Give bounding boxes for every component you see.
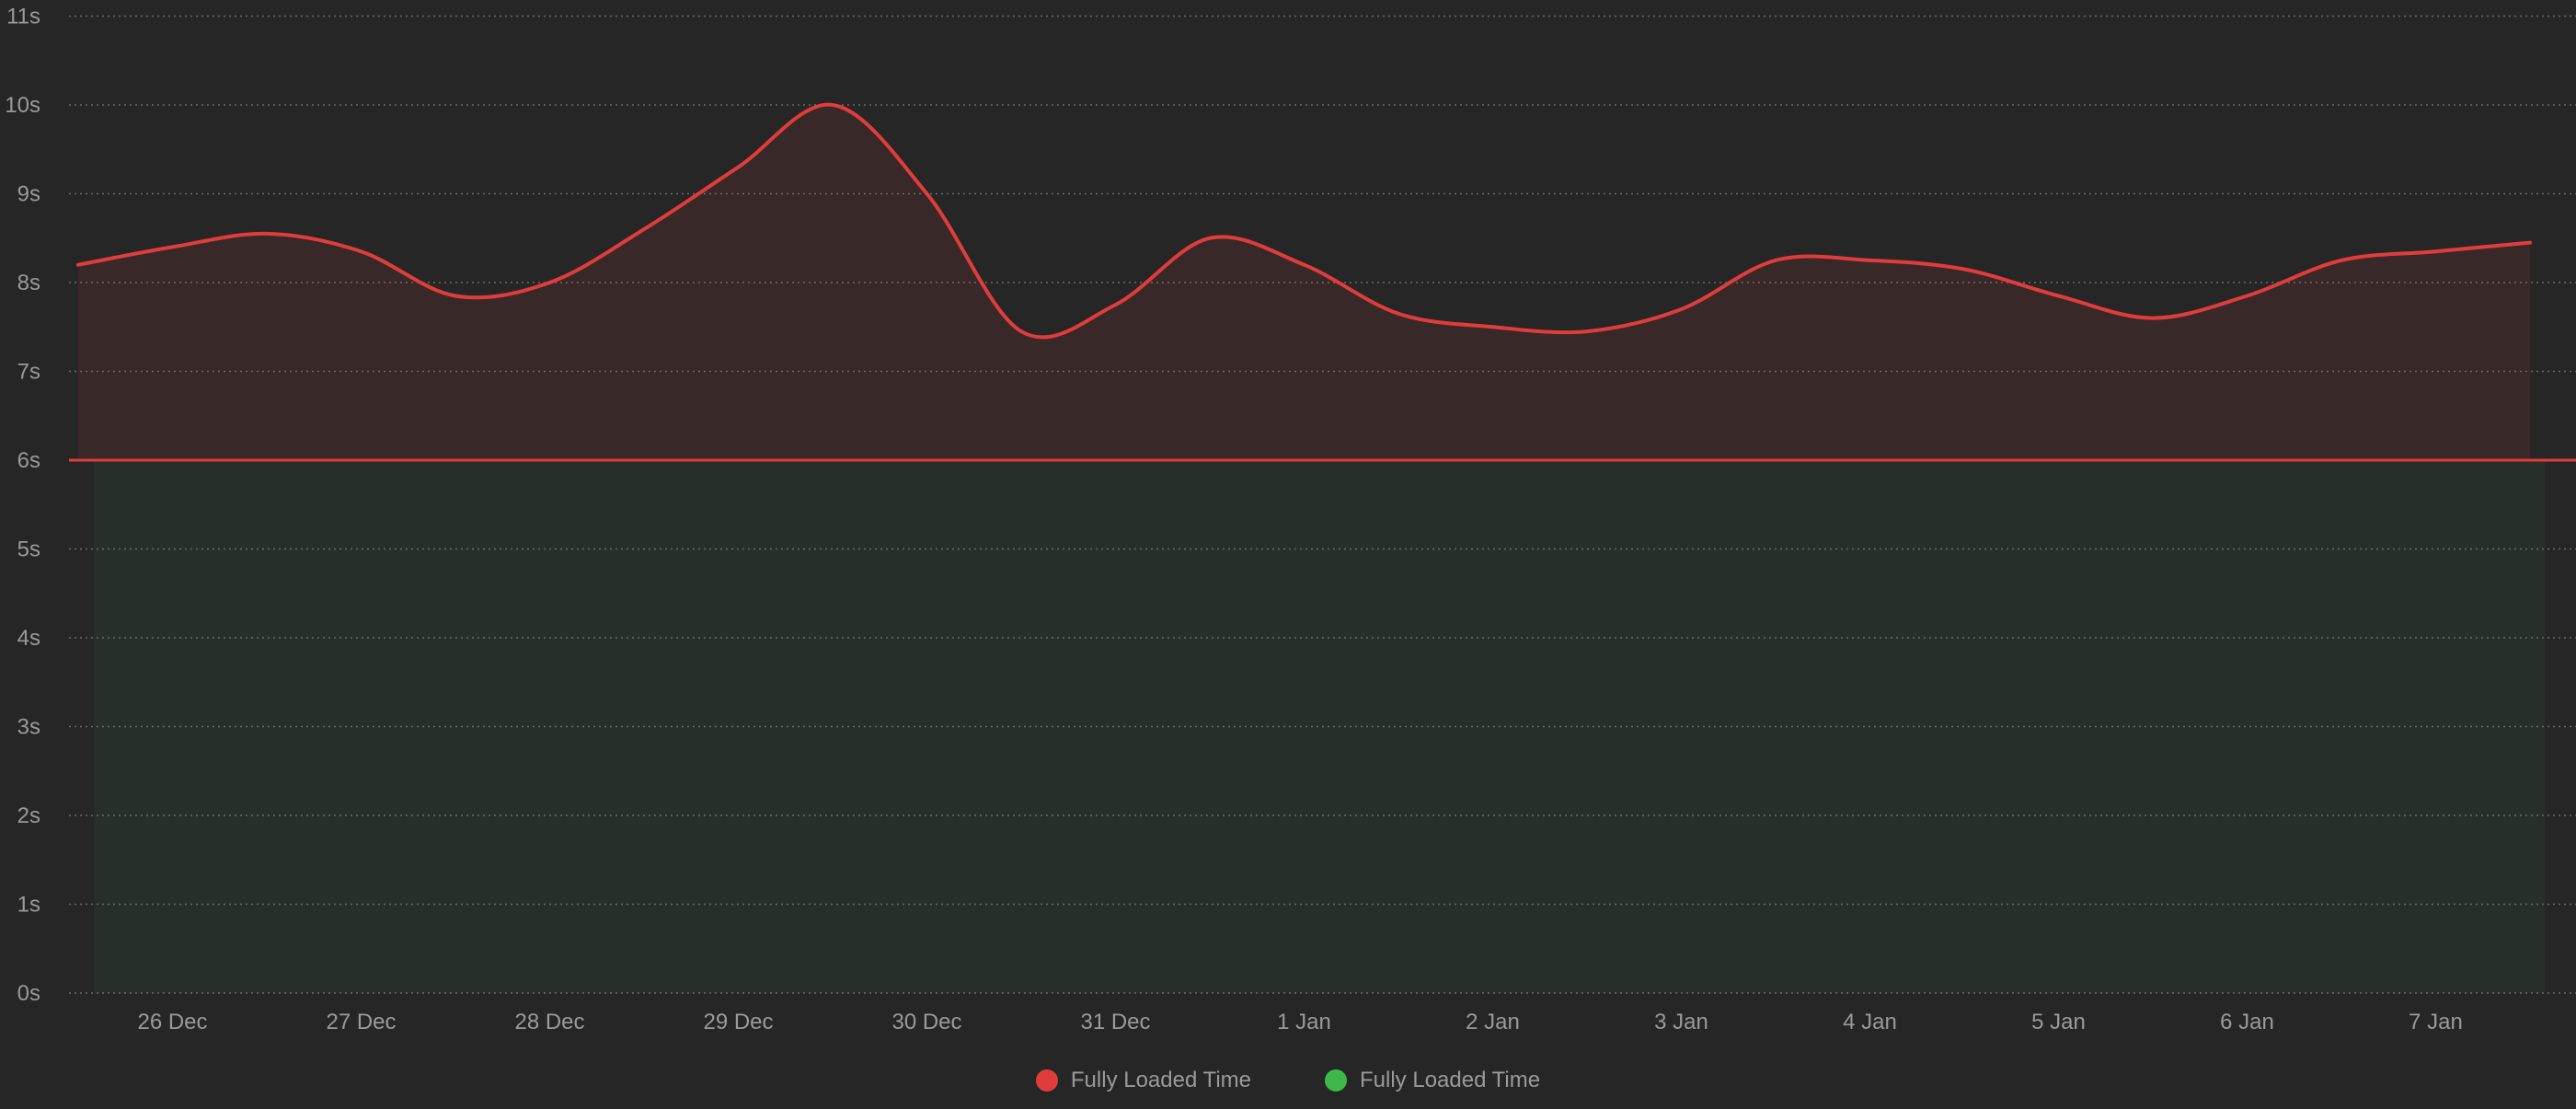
x-tick-label-2-jan: 2 Jan <box>1466 1010 1520 1034</box>
data-point-14 <box>1396 311 1401 317</box>
y-tick-label-4s: 4s <box>17 626 40 651</box>
data-point-12 <box>1207 236 1213 241</box>
x-tick-label-7-jan: 7 Jan <box>2409 1010 2463 1034</box>
data-point-21 <box>2056 293 2062 298</box>
x-tick-label-31-dec: 31 Dec <box>1080 1010 1150 1034</box>
y-tick-label-0s: 0s <box>17 981 40 1006</box>
legend-swatch-green-icon <box>1325 1069 1347 1092</box>
y-tick-label-3s: 3s <box>17 715 40 740</box>
data-point-11 <box>1113 302 1119 307</box>
x-tick-label-27-dec: 27 Dec <box>326 1010 396 1034</box>
y-tick-label-8s: 8s <box>17 271 40 295</box>
y-tick-label-7s: 7s <box>17 360 40 385</box>
x-tick-label-1-jan: 1 Jan <box>1277 1010 1331 1034</box>
data-point-17 <box>1679 306 1685 312</box>
legend-item-red-series[interactable]: Fully Loaded Time <box>1035 1068 1251 1093</box>
series-area-fully-loaded-time <box>78 104 2530 460</box>
x-tick-label-5-jan: 5 Jan <box>2031 1010 2086 1034</box>
data-point-16 <box>1584 329 1590 334</box>
legend-label-green-series: Fully Loaded Time <box>1360 1068 1541 1092</box>
data-point-1 <box>170 244 176 249</box>
legend-swatch-red-icon <box>1035 1069 1058 1092</box>
threshold-green-band <box>94 460 2545 993</box>
data-point-3 <box>359 248 364 254</box>
x-tick-label-3-jan: 3 Jan <box>1654 1010 1708 1034</box>
data-point-10 <box>1018 329 1024 334</box>
data-point-15 <box>1490 324 1496 329</box>
x-tick-label-26-dec: 26 Dec <box>137 1010 207 1034</box>
data-point-0 <box>75 262 81 268</box>
data-point-13 <box>1302 262 1307 268</box>
y-tick-label-5s: 5s <box>17 537 40 562</box>
x-tick-label-6-jan: 6 Jan <box>2220 1010 2274 1034</box>
data-point-22 <box>2150 316 2156 321</box>
x-tick-label-29-dec: 29 Dec <box>703 1010 773 1034</box>
data-point-7 <box>736 165 742 170</box>
y-tick-label-10s: 10s <box>5 93 40 118</box>
data-point-2 <box>264 231 270 237</box>
x-tick-label-30-dec: 30 Dec <box>891 1010 961 1034</box>
data-point-24 <box>2339 258 2344 263</box>
data-point-8 <box>830 102 835 108</box>
data-point-23 <box>2245 293 2250 298</box>
data-point-4 <box>453 293 458 298</box>
y-tick-label-11s: 11s <box>6 5 40 29</box>
data-point-25 <box>2433 248 2439 254</box>
data-point-5 <box>547 280 553 285</box>
chart-legend: Fully Loaded Time Fully Loaded Time <box>0 1060 2576 1101</box>
series-line-fully-loaded-time <box>76 102 2532 340</box>
data-point-19 <box>1868 258 1873 263</box>
y-tick-label-2s: 2s <box>17 803 40 828</box>
data-point-20 <box>1961 267 1967 272</box>
data-point-6 <box>641 226 647 232</box>
x-tick-label-4-jan: 4 Jan <box>1843 1010 1897 1034</box>
data-point-26 <box>2527 240 2533 246</box>
y-tick-label-9s: 9s <box>17 182 40 207</box>
legend-item-green-series[interactable]: Fully Loaded Time <box>1325 1068 1540 1093</box>
legend-label-red-series: Fully Loaded Time <box>1070 1068 1251 1092</box>
data-point-9 <box>925 191 930 197</box>
y-tick-label-6s: 6s <box>17 448 40 473</box>
y-tick-label-1s: 1s <box>17 893 40 918</box>
data-point-18 <box>1773 258 1778 263</box>
x-tick-label-28-dec: 28 Dec <box>514 1010 584 1034</box>
